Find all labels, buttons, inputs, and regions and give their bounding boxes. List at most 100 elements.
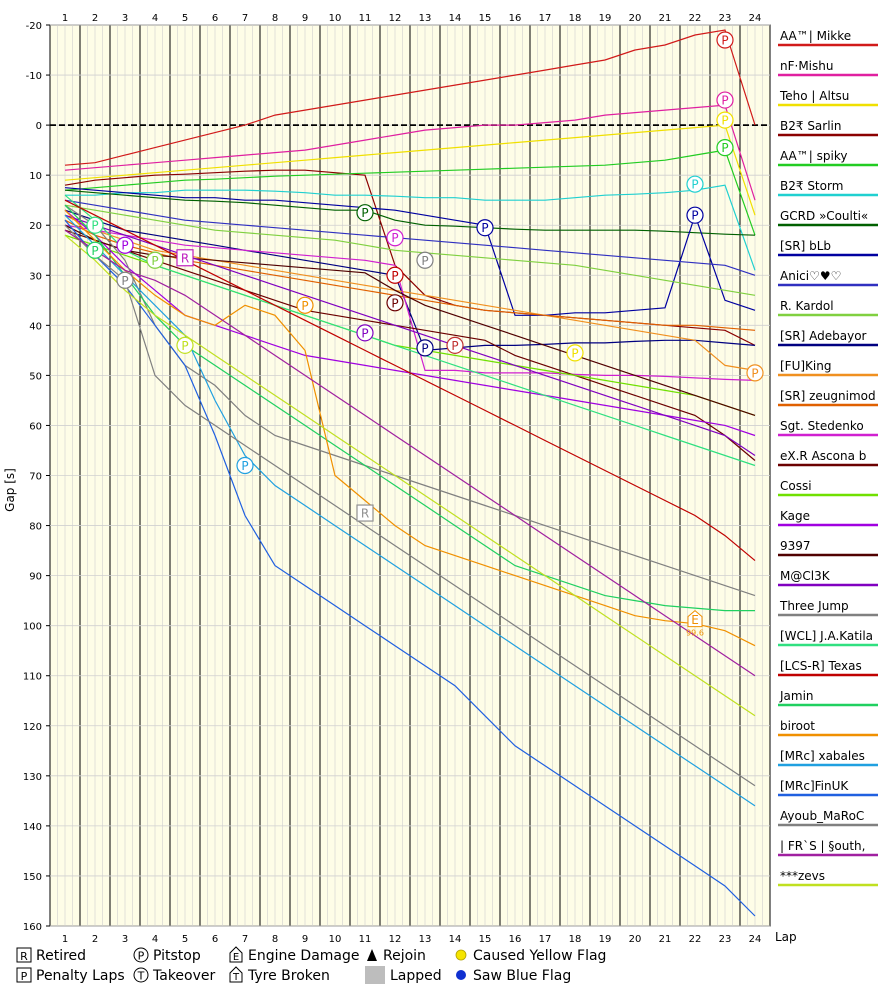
pitstop-circle: [86, 216, 104, 234]
y-tick-label: 150: [23, 872, 42, 883]
retired-marker: R: [176, 249, 194, 267]
pitstop-circle: [716, 31, 734, 49]
legend-driver-name: Kage: [780, 509, 810, 523]
legend-symbol-letter: P: [21, 970, 28, 983]
pitstop-circle: [746, 364, 764, 382]
legend-symbol-letter: T: [232, 972, 240, 983]
pitstop-circle: [716, 91, 734, 109]
pitstop-circle: [356, 204, 374, 222]
pitstop-marker: P: [386, 294, 404, 312]
marker-symbol: P: [421, 254, 428, 268]
legend-item-pitstop: P Pitstop: [133, 947, 201, 964]
pitstop-marker: P: [416, 251, 434, 269]
legend-entry: [LCS-R] Texas: [778, 659, 878, 677]
x-tick-label-top: 14: [449, 13, 462, 24]
x-tick-label-top: 4: [152, 13, 158, 24]
legend-item-label: Caused Yellow Flag: [473, 948, 606, 964]
legend-entry: GCRD »Coulti«: [778, 209, 878, 227]
legend-symbol-letter: E: [233, 952, 239, 963]
legend-driver-name: AA™| Mikke: [780, 29, 851, 43]
pitstop-marker: P: [116, 271, 134, 289]
legend-entry: Three Jump: [778, 599, 878, 617]
legend-driver-name: B2₹ Sarlin: [780, 119, 842, 133]
pitstop-circle: [176, 336, 194, 354]
pitstop-marker: P: [446, 336, 464, 354]
marker-symbol: P: [481, 221, 488, 235]
marker-symbol: R: [181, 251, 189, 265]
marker-value-label: 99.6: [686, 629, 704, 638]
marker-symbol: P: [571, 346, 578, 360]
x-tick-label-top: 9: [302, 13, 308, 24]
x-tick-label-top: 24: [749, 13, 762, 24]
legend-entry: [MRc] xabales: [778, 749, 878, 767]
pitstop-circle: [236, 456, 254, 475]
legend-item-engine-damage: E Engine Damage: [229, 946, 360, 964]
legend-driver-name: Ayoub_MaRoC: [780, 809, 864, 823]
legend-driver-name: Cossi: [780, 479, 812, 493]
series-line-27: [64, 224, 756, 787]
x-tick-label-bottom: 19: [599, 934, 612, 945]
x-tick-label-bottom: 7: [242, 934, 248, 945]
retired-box: [356, 504, 374, 522]
y-tick-label: 140: [23, 822, 42, 833]
pitstop-circle: [566, 344, 584, 362]
x-tick-label-top: 23: [719, 13, 732, 24]
legend-item-label: Pitstop: [153, 948, 201, 964]
legend-driver-name: AA™| spiky: [780, 149, 847, 163]
engine-damage-marker: E 99.6: [686, 610, 704, 638]
legend-entry: R. Kardol: [778, 299, 878, 317]
x-tick-label-top: 10: [329, 13, 342, 24]
x-tick-label-top: 16: [509, 13, 522, 24]
y-tick-label: 130: [23, 772, 42, 783]
legend-entry: [MRc]FinUK: [778, 779, 878, 797]
legend-entry: Ayoub_MaRoC: [778, 809, 878, 827]
marker-symbol: P: [721, 141, 728, 155]
legend-item-label: Lapped: [390, 968, 442, 984]
marker-symbol: P: [91, 244, 98, 258]
pitstop-marker: P: [746, 364, 764, 382]
x-tick-label-top: 13: [419, 13, 432, 24]
axes: 1122334455667788991010111112121313141415…: [23, 13, 761, 945]
pitstop-circle: [146, 251, 164, 269]
series-line-14: [64, 224, 756, 381]
legend-item-label: Penalty Laps: [36, 968, 125, 984]
legend-entry: Cossi: [778, 479, 878, 497]
x-tick-label-top: 18: [569, 13, 582, 24]
marker-symbol: P: [301, 299, 308, 313]
pitstop-marker: P: [356, 204, 374, 222]
pitstop-circle: [716, 139, 734, 157]
pitstop-circle: [116, 236, 134, 254]
marker-symbol: P: [91, 219, 98, 233]
legend-item-label: Takeover: [152, 968, 215, 984]
series-line-3: [64, 124, 756, 216]
y-tick-label: -20: [26, 21, 42, 32]
legend-entry: eX.R Ascona b: [778, 449, 878, 467]
pitstop-circle: [386, 266, 404, 284]
gridlines: [49, 24, 771, 927]
x-tick-label-bottom: 23: [719, 934, 732, 945]
pitstop-circle: [416, 251, 434, 269]
x-tick-label-bottom: 15: [479, 934, 492, 945]
x-tick-label-top: 6: [212, 13, 218, 24]
series-line-21: [64, 194, 756, 467]
series-line-7: [64, 189, 756, 236]
y-tick-label: 60: [29, 421, 42, 432]
engine-damage-shape: [687, 610, 703, 628]
legend-item-penalty-laps: P Penalty Laps: [16, 967, 125, 984]
x-tick-label-top: 22: [689, 13, 702, 24]
marker-symbol: P: [421, 341, 428, 355]
x-tick-label-bottom: 17: [539, 934, 552, 945]
legend-driver-name: nF·Mishu: [780, 59, 833, 73]
pitstop-marker: P: [686, 175, 704, 193]
x-tick-label-top: 1: [62, 13, 68, 24]
legend-driver-name: R. Kardol: [780, 299, 834, 313]
y-tick-label: 110: [23, 672, 42, 683]
series-line-9: [64, 199, 756, 276]
marker-symbol: P: [751, 366, 758, 380]
series-line-8: [64, 187, 756, 316]
legend-symbol-letter: T: [137, 970, 145, 983]
x-tick-label-bottom: 3: [122, 934, 128, 945]
legend-item-retired: R Retired: [16, 947, 86, 964]
x-tick-label-top: 8: [272, 13, 278, 24]
pitstop-circle: [686, 175, 704, 193]
